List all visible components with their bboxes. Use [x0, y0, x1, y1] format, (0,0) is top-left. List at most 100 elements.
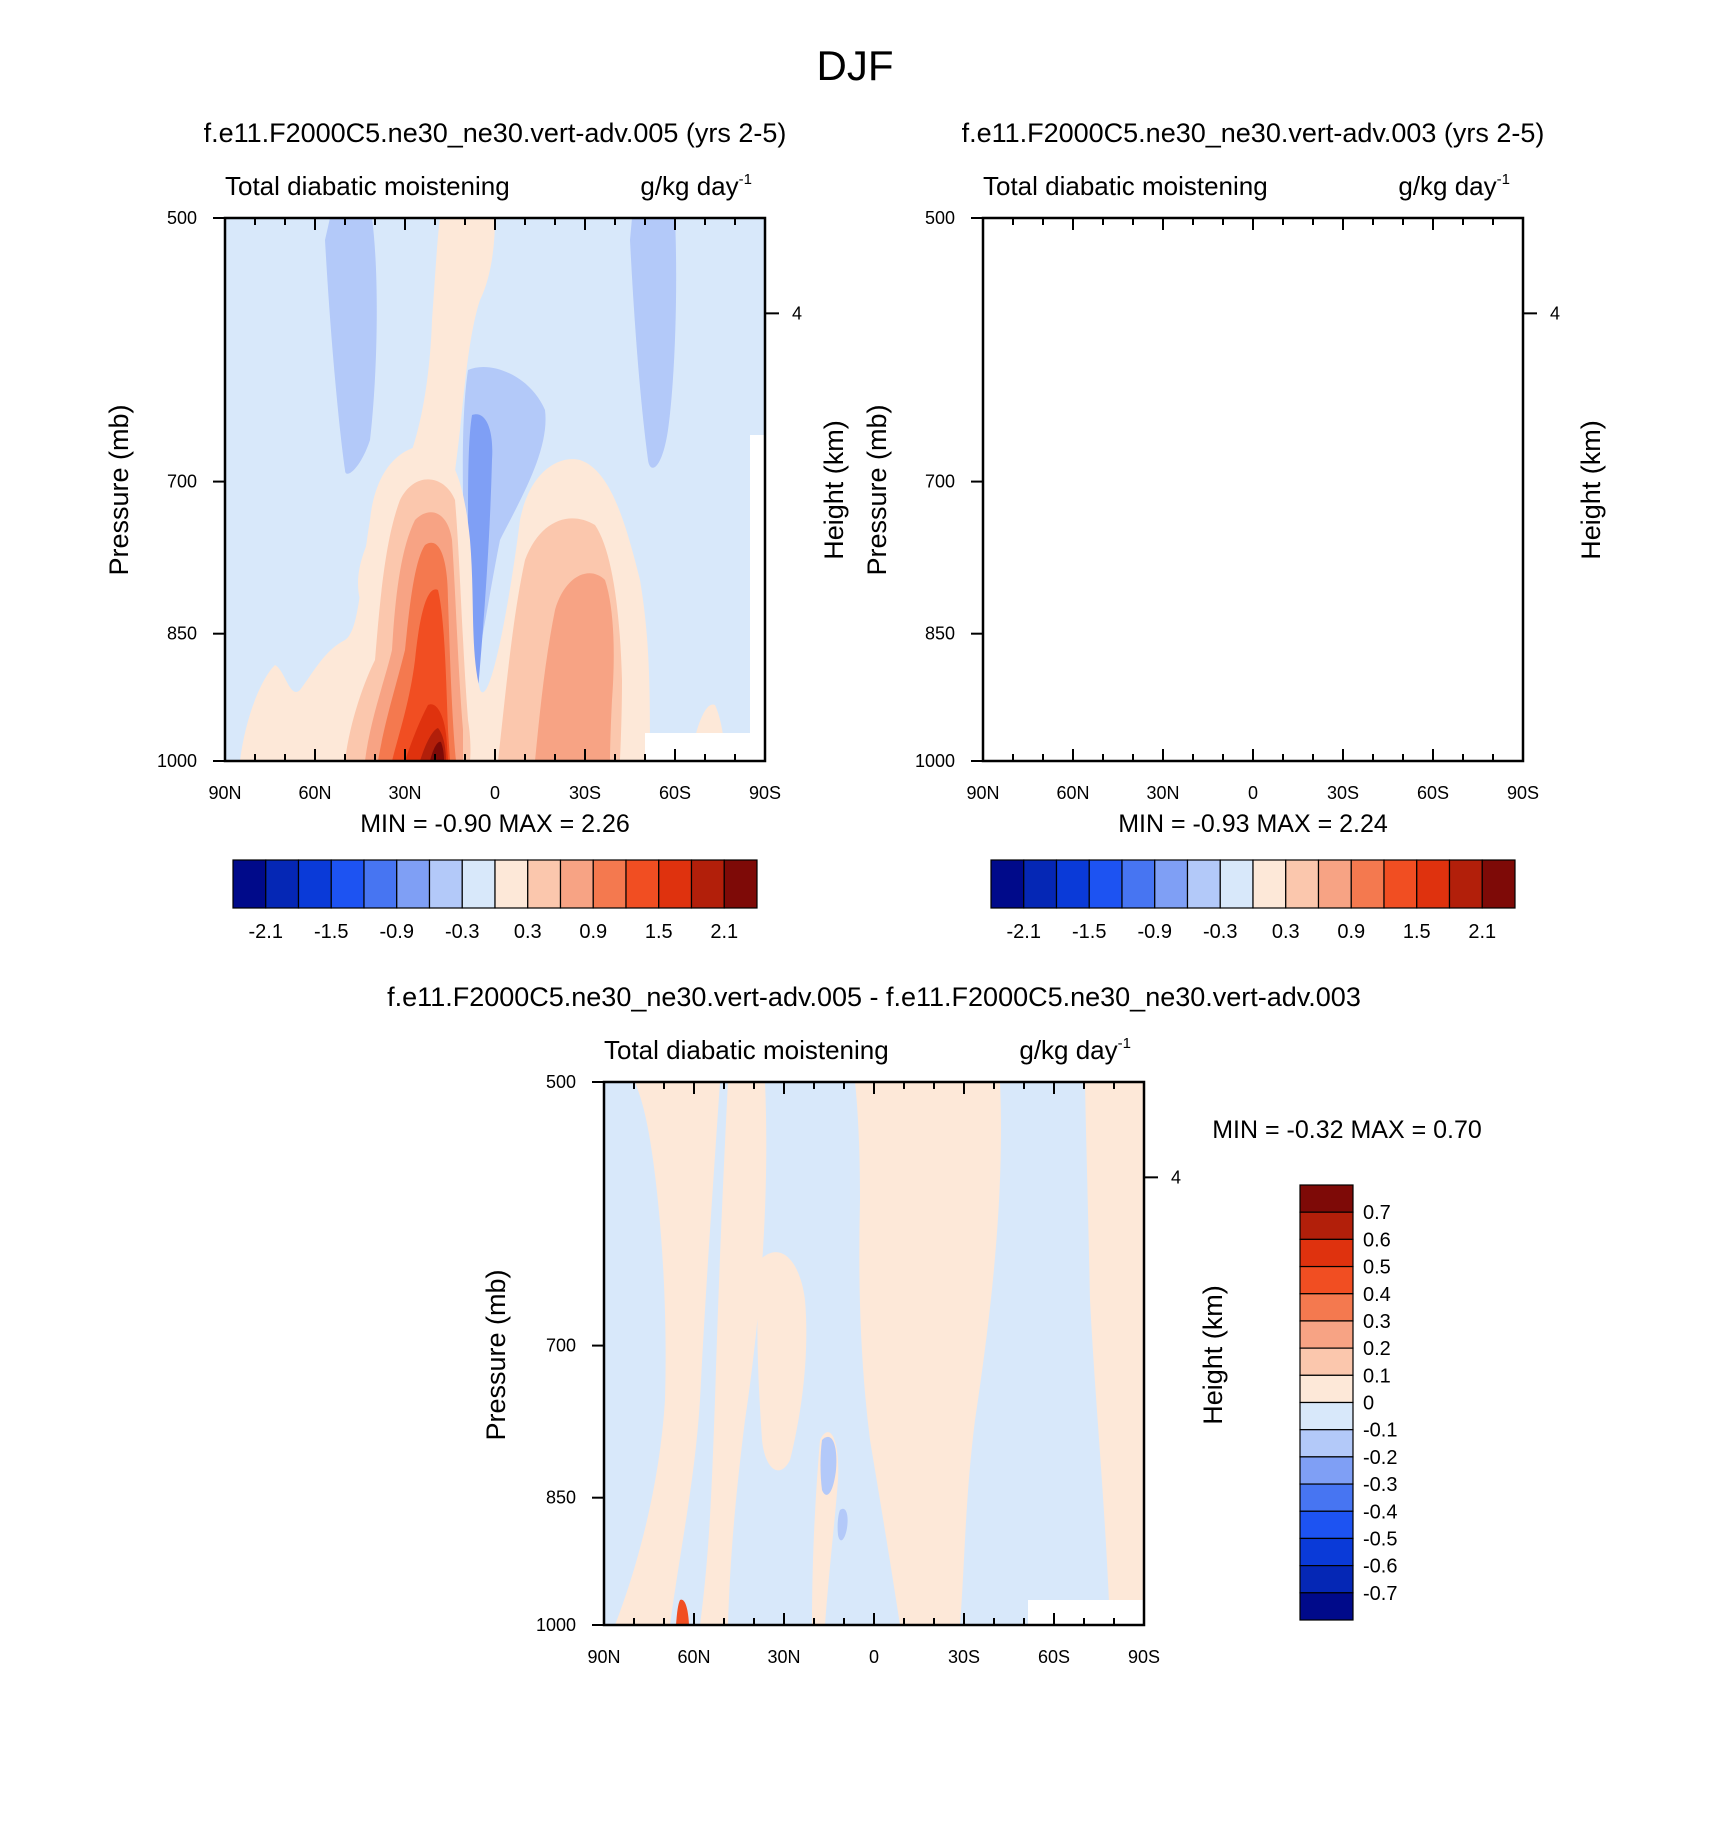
colorbar-label: 0.3 [514, 921, 542, 943]
colorbar-box [1252, 859, 1287, 909]
colorbar-label: 1.5 [645, 921, 673, 943]
colorbar-box [265, 859, 300, 909]
y-tick-label: 500 [167, 208, 197, 228]
colorbar-label: 0.9 [1337, 921, 1365, 943]
figure-title: DJF [817, 42, 894, 89]
panel-3-contour-pos-b [700, 1082, 767, 1625]
panel-3-contour-max [676, 1599, 689, 1625]
x-tick-label: 0 [869, 1647, 879, 1667]
colorbar-box [363, 859, 398, 909]
panel-3-units: g/kg day-1 [1019, 1035, 1131, 1065]
panel-3-contour-pos-c [757, 1252, 807, 1471]
colorbar-box [1299, 1510, 1354, 1540]
colorbar-label: -2.1 [249, 921, 283, 943]
colorbar-label: 0.4 [1363, 1284, 1391, 1306]
colorbar-label: 0.7 [1363, 1202, 1391, 1224]
x-tick-label: 60N [298, 783, 331, 803]
panel-2-missing-edge [1508, 435, 1523, 761]
panel-2-colorbar: -2.1 -1.5 -0.9 -0.3 0.3 0.9 1.5 2.1 [990, 859, 1516, 943]
x-tick-label: 90N [966, 783, 999, 803]
panel-1-ylabel: Pressure (mb) [104, 404, 134, 575]
panel-2-contour-21 [1188, 742, 1202, 761]
colorbar-label: -2.1 [1007, 921, 1041, 943]
colorbar-label: 0.6 [1363, 1229, 1391, 1251]
colorbar-label: -0.7 [1363, 1583, 1397, 1605]
colorbar-label: -1.5 [314, 921, 348, 943]
panel-2-ylabel: Pressure (mb) [862, 404, 892, 575]
panel-2-left-string: Total diabatic moistening [983, 171, 1268, 201]
panel-2-contour-06-left [1123, 512, 1221, 761]
colorbar-box [1023, 859, 1058, 909]
y-tick-label: 500 [546, 1072, 576, 1092]
panel-3-missing-data [1028, 1600, 1144, 1625]
colorbar-box [1285, 859, 1320, 909]
panel-1-missing-data [645, 733, 755, 761]
y-tick-label: 1000 [536, 1615, 576, 1635]
panel-3-contours [604, 1082, 1144, 1625]
colorbar-box [1299, 1238, 1354, 1268]
colorbar-label: 2.1 [1468, 921, 1496, 943]
panel-3-contour-pos-d [855, 1082, 1001, 1625]
panel-3-contour-neg-a [820, 1436, 837, 1495]
colorbar-label: -0.6 [1363, 1556, 1397, 1578]
panel-3-ylabel-right: Height (km) [1198, 1285, 1228, 1425]
y-tick-label: 850 [167, 624, 197, 644]
colorbar-label: -0.3 [445, 921, 479, 943]
panel-2-axes: 90N 60N 30N 0 30S 60S 90S 500 700 850 1000 4 [915, 208, 1560, 803]
x-tick-label: 0 [490, 783, 500, 803]
colorbar-label: 1.5 [1403, 921, 1431, 943]
panel-2-contour-03-left [1103, 479, 1229, 761]
colorbar-label: -0.3 [1203, 921, 1237, 943]
colorbar-label: 0.5 [1363, 1257, 1391, 1279]
colorbar-box [1299, 1565, 1354, 1594]
panel-3-left-string: Total diabatic moistening [604, 1035, 889, 1065]
panel-2-title: f.e11.F2000C5.ne30_ne30.vert-adv.003 (yr… [962, 118, 1545, 148]
panel-2-contour-18 [1178, 728, 1204, 761]
colorbar-box [1317, 859, 1352, 909]
colorbar-box [1055, 859, 1090, 909]
panel-3-colorbar: 0.7 0.6 0.5 0.4 0.3 0.2 0.1 0 -0.1 -0.2 -0.3 -0.4 -0… [1299, 1184, 1397, 1621]
colorbar-label: 0.1 [1363, 1365, 1391, 1387]
colorbar-box [1154, 859, 1189, 909]
colorbar-box [1299, 1320, 1354, 1349]
colorbar-box [1299, 1184, 1354, 1213]
panel-2-contour-neg-a [1083, 218, 1135, 474]
panel-3-axes: 90N 60N 30N 0 30S 60S 90S 500 700 850 1000 4 [536, 1072, 1181, 1667]
panel-1-contour-neg-a [325, 218, 377, 474]
colorbar-box [1186, 859, 1221, 909]
colorbar-box [1481, 859, 1516, 909]
colorbar-box [1299, 1211, 1354, 1240]
colorbar-box [1299, 1456, 1354, 1485]
y-right-tick-label: 4 [1171, 1167, 1181, 1187]
colorbar-box [1088, 859, 1123, 909]
x-tick-label: 60S [1417, 783, 1449, 803]
y-tick-label: 700 [167, 472, 197, 492]
panel-2-contour-pos-edge [1448, 704, 1483, 761]
colorbar-box [232, 859, 267, 909]
panel-1-title: f.e11.F2000C5.ne30_ne30.vert-adv.005 (yr… [204, 118, 787, 148]
colorbar-box [1350, 859, 1385, 909]
x-tick-label: 30N [767, 1647, 800, 1667]
colorbar-box [1299, 1265, 1354, 1295]
y-tick-label: 700 [925, 472, 955, 492]
panel-3-contour-pos-e [1085, 1082, 1144, 1625]
colorbar-box [1416, 859, 1451, 909]
panel-2-contour-15 [1163, 704, 1206, 761]
panel-3-title: f.e11.F2000C5.ne30_ne30.vert-adv.005 - f… [387, 982, 1361, 1012]
panel-1-contour-neg-d [468, 414, 493, 690]
colorbar-label: -1.5 [1072, 921, 1106, 943]
y-tick-label: 850 [546, 1488, 576, 1508]
panel-1-contours [225, 218, 765, 761]
colorbar-box [1299, 1401, 1354, 1431]
panel-2-contour-neg-c [1220, 359, 1303, 690]
panel-3-ylabel: Pressure (mb) [481, 1269, 511, 1440]
x-tick-label: 30S [1327, 783, 1359, 803]
colorbar-box [1448, 859, 1483, 909]
colorbar-box [527, 859, 562, 909]
x-tick-label: 90S [1507, 783, 1539, 803]
panel-3-contour-neg-b [837, 1508, 848, 1541]
colorbar-label: -0.1 [1363, 1420, 1397, 1442]
colorbar-box [494, 859, 529, 909]
colorbar-label: -0.4 [1363, 1501, 1397, 1523]
y-tick-label: 1000 [915, 751, 955, 771]
